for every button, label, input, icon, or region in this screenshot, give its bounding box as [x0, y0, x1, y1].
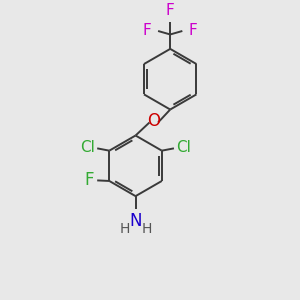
Text: H: H: [119, 221, 130, 236]
Text: F: F: [166, 3, 175, 18]
Text: N: N: [129, 212, 142, 230]
Text: F: F: [84, 171, 93, 189]
Text: H: H: [141, 221, 152, 236]
Text: Cl: Cl: [80, 140, 95, 155]
Text: Cl: Cl: [176, 140, 191, 155]
Text: F: F: [189, 23, 197, 38]
Text: F: F: [143, 23, 152, 38]
Text: O: O: [148, 112, 160, 130]
